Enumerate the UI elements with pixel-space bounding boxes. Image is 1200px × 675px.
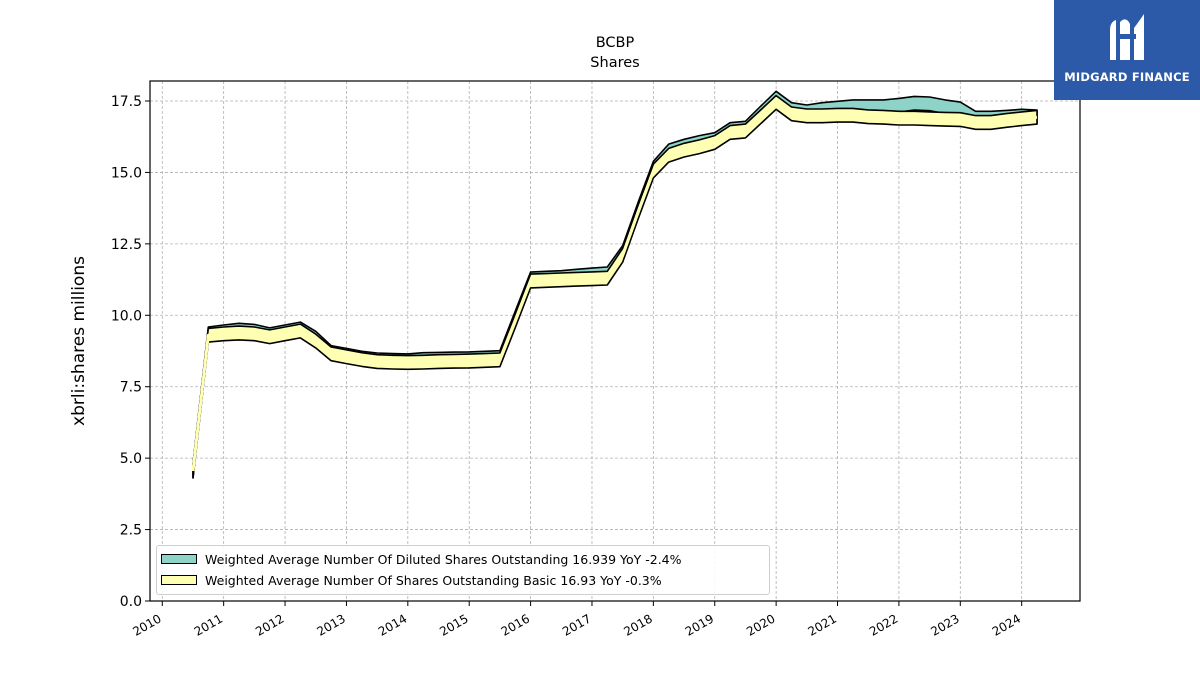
- x-tick-label: 2011: [192, 611, 225, 638]
- legend-item-basic: Weighted Average Number Of Shares Outsta…: [161, 571, 662, 589]
- y-axis-label: xbrli:shares millions: [69, 256, 89, 426]
- y-tick-label: 5.0: [120, 451, 142, 467]
- chart-title: BCBP: [596, 35, 635, 51]
- y-tick-label: 0.0: [120, 594, 142, 610]
- y-tick-label: 7.5: [120, 380, 142, 396]
- logo-text: MIDGARD FINANCE: [1064, 70, 1190, 84]
- legend-swatch-diluted: [161, 554, 197, 564]
- chart-legend: Weighted Average Number Of Diluted Share…: [156, 545, 770, 595]
- x-tick-label: 2018: [621, 611, 654, 638]
- midgard-logo-icon: [1110, 14, 1144, 60]
- y-tick-label: 12.5: [111, 237, 142, 253]
- x-tick-label: 2016: [499, 611, 532, 638]
- series-basic-line: [191, 100, 1038, 472]
- legend-swatch-basic: [161, 575, 197, 585]
- legend-label-basic: Weighted Average Number Of Shares Outsta…: [205, 572, 662, 588]
- y-tick-label: 10.0: [111, 308, 142, 324]
- legend-item-diluted: Weighted Average Number Of Diluted Share…: [161, 550, 682, 568]
- x-tick-label: 2012: [253, 611, 286, 638]
- x-tick-label: 2021: [806, 611, 839, 638]
- x-tick-label: 2017: [560, 611, 593, 638]
- x-tick-label: 2020: [744, 611, 777, 638]
- chart-subtitle: Shares: [590, 55, 639, 71]
- midgard-logo: MIDGARD FINANCE: [1054, 0, 1200, 100]
- legend-label-diluted: Weighted Average Number Of Diluted Share…: [205, 551, 682, 567]
- series-diluted-band: [192, 90, 1038, 479]
- x-tick-label: 2010: [130, 611, 163, 638]
- series-basic-band: [192, 94, 1038, 479]
- y-tick-label: 15.0: [111, 165, 142, 181]
- y-tick-label: 2.5: [120, 523, 142, 539]
- x-tick-label: 2023: [928, 611, 961, 638]
- x-tick-label: 2019: [683, 611, 716, 638]
- x-tick-label: 2022: [867, 611, 900, 638]
- plot-frame: [149, 80, 1081, 602]
- x-tick-label: 2014: [376, 611, 409, 638]
- x-tick-label: 2015: [437, 611, 470, 638]
- x-tick-label: 2024: [990, 611, 1023, 638]
- x-tick-label: 2013: [314, 611, 347, 638]
- y-tick-label: 17.5: [111, 94, 142, 110]
